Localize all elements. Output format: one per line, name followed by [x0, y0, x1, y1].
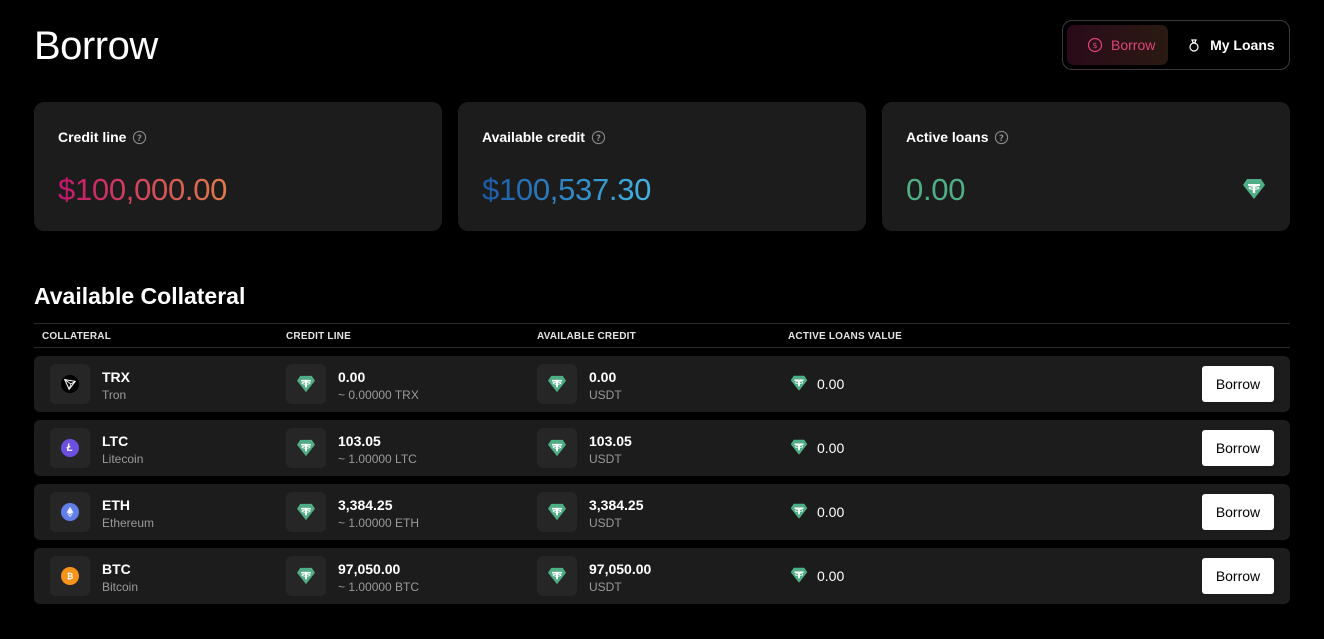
- active-loans-heading: Active loans ?: [906, 129, 1009, 145]
- tether-icon: [1242, 178, 1266, 200]
- tether-icon: [790, 503, 808, 519]
- svg-text:?: ?: [596, 132, 601, 142]
- help-icon[interactable]: ?: [132, 130, 147, 145]
- table-header: COLLATERAL CREDIT LINE AVAILABLE CREDIT …: [34, 323, 1290, 348]
- tether-icon: [537, 364, 577, 404]
- credit-line-equivalent: ~ 0.00000 TRX: [338, 388, 419, 402]
- svg-text:$: $: [1092, 41, 1097, 50]
- tether-icon: [790, 375, 808, 391]
- col-collateral: COLLATERAL: [42, 331, 112, 342]
- available-credit-currency: USDT: [589, 388, 622, 402]
- tether-icon: [537, 428, 577, 468]
- col-credit-line: CREDIT LINE: [286, 331, 351, 342]
- litecoin-icon: [50, 428, 90, 468]
- coin-symbol: TRX: [102, 369, 130, 385]
- active-loans-amount: 0.00: [817, 376, 845, 392]
- tether-icon: [790, 567, 808, 583]
- coin-name: Tron: [102, 388, 127, 402]
- credit-line-amount: 103.05: [338, 433, 381, 449]
- col-active-loans-value: ACTIVE LOANS VALUE: [788, 331, 902, 342]
- available-credit-amount: 3,384.25: [589, 497, 644, 513]
- tether-icon: [790, 439, 808, 455]
- active-loans-amount: 0.00: [817, 568, 845, 584]
- available-credit-amount: 97,050.00: [589, 561, 652, 577]
- page-title: Borrow: [34, 24, 158, 68]
- coin-name: Litecoin: [102, 452, 144, 466]
- available-credit-currency: USDT: [589, 516, 622, 530]
- col-available-credit: AVAILABLE CREDIT: [537, 331, 636, 342]
- ethereum-icon: [50, 492, 90, 532]
- credit-line-equivalent: ~ 1.00000 BTC: [338, 580, 420, 594]
- active-loans-amount: 0.00: [817, 440, 845, 456]
- view-switcher: $ Borrow My Loans: [1062, 20, 1290, 70]
- coin-symbol: BTC: [102, 561, 131, 577]
- available-credit-amount: 103.05: [589, 433, 632, 449]
- section-title: Available Collateral: [34, 283, 246, 309]
- tab-my-loans[interactable]: My Loans: [1168, 25, 1285, 65]
- credit-line-amount: 0.00: [338, 369, 366, 385]
- available-credit-value: $100,537.30: [482, 172, 652, 207]
- available-credit-label: Available credit: [482, 129, 585, 145]
- tab-borrow-label: Borrow: [1111, 37, 1156, 53]
- svg-text:?: ?: [1000, 132, 1005, 142]
- tether-icon: [286, 492, 326, 532]
- borrow-button[interactable]: Borrow: [1202, 558, 1274, 594]
- available-credit-heading: Available credit ?: [482, 129, 606, 145]
- svg-text:?: ?: [138, 132, 143, 142]
- active-loans-card: Active loans ? 0.00: [882, 102, 1290, 231]
- tab-my-loans-label: My Loans: [1210, 37, 1275, 53]
- active-loans-value: 0.00: [906, 172, 966, 207]
- credit-line-heading: Credit line ?: [58, 129, 147, 145]
- credit-line-equivalent: ~ 1.00000 ETH: [338, 516, 420, 530]
- available-credit-card: Available credit ? $100,537.30: [458, 102, 866, 231]
- credit-line-amount: 3,384.25: [338, 497, 393, 513]
- credit-line-amount: 97,050.00: [338, 561, 401, 577]
- bitcoin-icon: ₿: [50, 556, 90, 596]
- tether-icon: [286, 556, 326, 596]
- borrow-button[interactable]: Borrow: [1202, 430, 1274, 466]
- active-loans-label: Active loans: [906, 129, 989, 145]
- dollar-circle-icon: $: [1087, 37, 1103, 53]
- help-icon[interactable]: ?: [591, 130, 606, 145]
- help-icon[interactable]: ?: [994, 130, 1009, 145]
- borrow-button[interactable]: Borrow: [1202, 366, 1274, 402]
- credit-line-label: Credit line: [58, 129, 127, 145]
- tether-icon: [537, 492, 577, 532]
- credit-line-value: $100,000.00: [58, 172, 228, 207]
- tether-icon: [286, 364, 326, 404]
- tether-icon: [537, 556, 577, 596]
- tether-icon: [286, 428, 326, 468]
- credit-line-card: Credit line ? $100,000.00: [34, 102, 442, 231]
- table-row: TRX Tron 0.00 ~ 0.00000 TRX 0.00 USDT 0.00 Borr…: [34, 356, 1290, 412]
- borrow-button[interactable]: Borrow: [1202, 494, 1274, 530]
- credit-line-equivalent: ~ 1.00000 LTC: [338, 452, 417, 466]
- available-credit-currency: USDT: [589, 452, 622, 466]
- coin-name: Ethereum: [102, 516, 155, 530]
- coin-name: Bitcoin: [102, 580, 139, 594]
- money-bag-icon: [1186, 37, 1202, 53]
- table-row: LTC Litecoin 103.05 ~ 1.00000 LTC 103.05 USDT…: [34, 420, 1290, 476]
- coin-symbol: ETH: [102, 497, 130, 513]
- available-credit-amount: 0.00: [589, 369, 617, 385]
- coin-symbol: LTC: [102, 433, 129, 449]
- available-credit-currency: USDT: [589, 580, 622, 594]
- table-row: ETH Ethereum 3,384.25 ~ 1.00000 ETH 3,384.25…: [34, 484, 1290, 540]
- table-row: ₿ BTC Bitcoin 97,050.00 ~ 1.00000 BTC 97,050.…: [34, 548, 1290, 604]
- svg-text:₿: ₿: [67, 571, 74, 581]
- tron-icon: [50, 364, 90, 404]
- active-loans-amount: 0.00: [817, 504, 845, 520]
- tab-borrow[interactable]: $ Borrow: [1067, 25, 1169, 65]
